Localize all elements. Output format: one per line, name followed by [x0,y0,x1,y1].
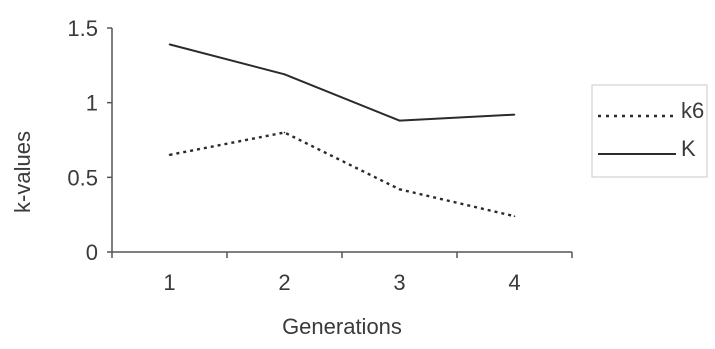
plot-area [168,43,516,218]
x-tick-label: 4 [508,270,520,295]
data-point-k [398,119,401,122]
data-point-k6 [283,131,286,134]
series-line-k [169,43,515,122]
series-line-k6 [169,131,515,218]
legend: k6 K [591,84,708,178]
x-tick-label: 1 [163,270,175,295]
y-tick-label: 1.5 [67,16,98,41]
data-point-k [168,43,171,46]
y-tick-label: 1 [86,91,98,116]
legend-label-k: K [681,136,696,161]
data-point-k6 [168,154,171,156]
data-point-k6 [513,215,516,217]
x-axis-title: Generations [282,314,402,339]
x-tick-label: 3 [393,270,405,295]
data-point-k6 [398,188,401,191]
legend-label-k6: k6 [681,98,704,123]
x-tick-label: 2 [278,270,290,295]
y-axis-title: k-values [10,131,35,213]
data-point-k [283,73,286,76]
y-tick-label: 0.5 [67,165,98,190]
axes: 0 0.5 1 1.5 1 2 3 4 [67,16,573,295]
y-tick-label: 0 [86,240,98,265]
data-point-k [513,113,516,116]
legend-box [591,84,708,178]
